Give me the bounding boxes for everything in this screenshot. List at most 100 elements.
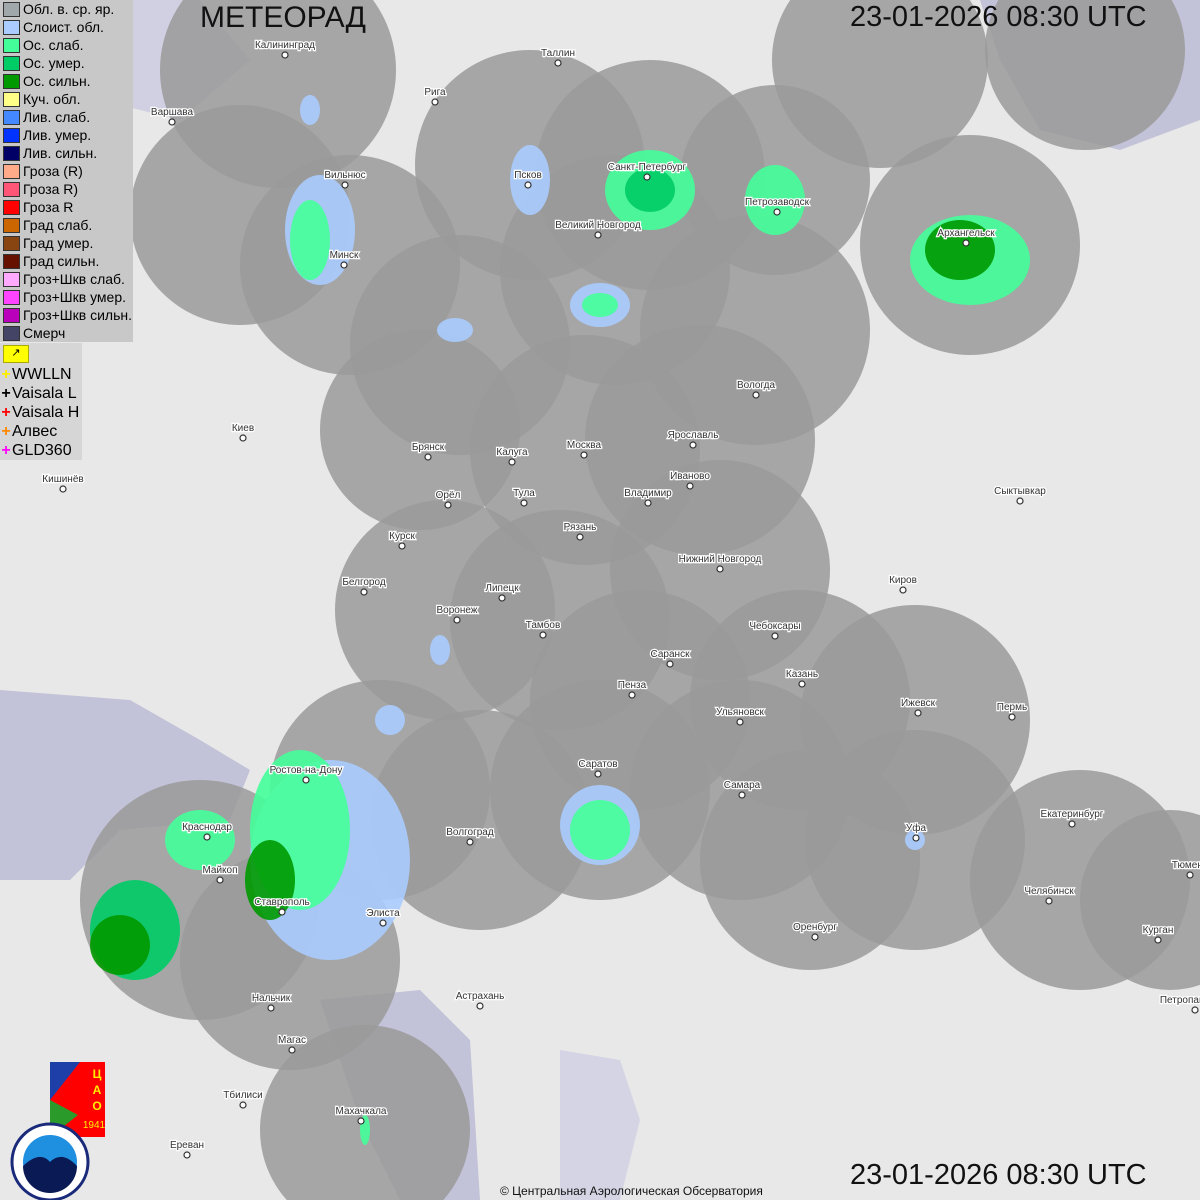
precip-area — [625, 168, 675, 212]
city-dot-icon — [689, 441, 697, 449]
legend-swatch — [3, 55, 20, 71]
svg-text:О: О — [92, 1099, 101, 1113]
city-dot-icon — [736, 718, 744, 726]
city: Элиста — [365, 907, 401, 927]
precip-area — [375, 705, 405, 735]
city-dot-icon — [554, 59, 562, 67]
legend-swatch — [3, 181, 20, 197]
cross-icon: + — [1, 422, 11, 440]
city-label: Оренбург — [793, 921, 837, 933]
city-label: Ярославль — [668, 430, 719, 441]
radar-circle — [260, 1025, 470, 1200]
precip-area — [300, 95, 320, 125]
city: Чебоксары — [748, 619, 802, 640]
legend-item: Лив. сильн. — [0, 144, 133, 162]
city-label: Иваново — [670, 471, 710, 482]
lightning-flag-icon[interactable]: ↗ — [3, 345, 29, 363]
city-label: Магас — [278, 1035, 306, 1046]
city-label: Ульяновск — [716, 707, 764, 718]
precip-area — [925, 220, 995, 280]
city: Астрахань — [454, 990, 506, 1010]
legend-label: Град слаб. — [23, 217, 93, 233]
city-dot-icon — [302, 776, 310, 784]
city: Майкоп — [201, 864, 239, 884]
city-dot-icon — [576, 533, 584, 541]
radar-circle — [985, 0, 1185, 150]
city-dot-icon — [288, 1046, 296, 1054]
precip-area — [430, 635, 450, 665]
precip-area — [290, 200, 330, 280]
legend-label: Лив. умер. — [23, 127, 92, 143]
city-label: Псков — [514, 170, 542, 181]
precipitation-legend: Обл. в. ср. яр. Слоист. обл. Ос. слаб. Ос. … — [0, 0, 133, 342]
city: Белгород — [341, 576, 387, 596]
precip-area — [582, 293, 618, 317]
city-label: Тамбов — [526, 619, 561, 631]
legend-item: Ос. сильн. — [0, 72, 133, 90]
city: Кишинёв — [41, 473, 85, 493]
city-dot-icon — [379, 919, 387, 927]
city: Тбилиси — [222, 1088, 264, 1109]
lightning-source: + Vaisala L — [0, 384, 82, 403]
city-label: Ставрополь — [254, 897, 310, 908]
city: Ереван — [169, 1139, 205, 1159]
legend-item: Гроз+Шкв сильн. — [0, 306, 133, 324]
city: Краснодар — [181, 821, 234, 841]
legend-label: Ос. сильн. — [23, 73, 91, 89]
city-dot-icon — [798, 680, 806, 688]
city: Калининград — [254, 39, 316, 59]
legend-swatch — [3, 325, 20, 341]
city-dot-icon — [644, 499, 652, 507]
precip-area — [570, 800, 630, 860]
legend-label: Гроза R) — [23, 181, 79, 197]
city-dot-icon — [811, 933, 819, 941]
city-label: Пермь — [997, 702, 1027, 713]
city-dot-icon — [716, 565, 724, 573]
precip-area — [165, 810, 235, 870]
city: Липецк — [484, 582, 520, 602]
city-label: Уфа — [906, 822, 927, 834]
cross-icon: + — [1, 441, 11, 459]
city-markers: Калининград Таллин Рига Варшава Вильнюс Псков… — [41, 39, 1200, 1159]
city: Вологда — [736, 379, 777, 399]
city: Рига — [423, 86, 447, 106]
city: Волгоград — [445, 826, 495, 846]
city-label: Чебоксары — [749, 620, 800, 632]
city-dot-icon — [278, 908, 286, 916]
city: Курск — [388, 530, 417, 550]
city: Ростов-на-Дону — [268, 764, 344, 784]
legend-swatch — [3, 91, 20, 107]
city-label: Киров — [889, 575, 917, 586]
legend-swatch — [3, 271, 20, 287]
legend-item: Град умер. — [0, 234, 133, 252]
precipitation — [90, 95, 1030, 1145]
legend-label: Слоист. обл. — [23, 19, 104, 35]
legend-label: Гроз+Шкв умер. — [23, 289, 127, 305]
city-label: Саранск — [651, 649, 691, 660]
legend-label: Ос. умер. — [23, 55, 85, 71]
city-dot-icon — [476, 1002, 484, 1010]
city: Нижний Новгород — [677, 553, 763, 573]
city-label: Волгоград — [446, 827, 494, 838]
city-label: Киев — [232, 423, 254, 434]
legend-label: Гроз+Шкв сильн. — [23, 307, 132, 323]
radar-circle — [320, 330, 520, 530]
city-label: Петрозаводск — [745, 197, 810, 208]
city-dot-icon — [1186, 871, 1194, 879]
city-dot-icon — [594, 231, 602, 239]
city-label: Орёл — [436, 490, 461, 501]
city-label: Нижний Новгород — [679, 554, 762, 565]
city-dot-icon — [914, 709, 922, 717]
city: Сыктывкар — [993, 485, 1048, 505]
legend-label: Куч. обл. — [23, 91, 81, 107]
legend-swatch — [3, 163, 20, 179]
legend-label: Обл. в. ср. яр. — [23, 1, 115, 17]
city-label: Владимир — [624, 488, 672, 499]
city: Ярославль — [666, 429, 720, 449]
lightning-source-label: Алвес — [12, 422, 58, 440]
city-label: Брянск — [412, 442, 445, 453]
city: Махачкала — [334, 1105, 388, 1125]
lightning-source-label: WWLLN — [12, 365, 72, 383]
city: Челябинск — [1023, 884, 1076, 905]
